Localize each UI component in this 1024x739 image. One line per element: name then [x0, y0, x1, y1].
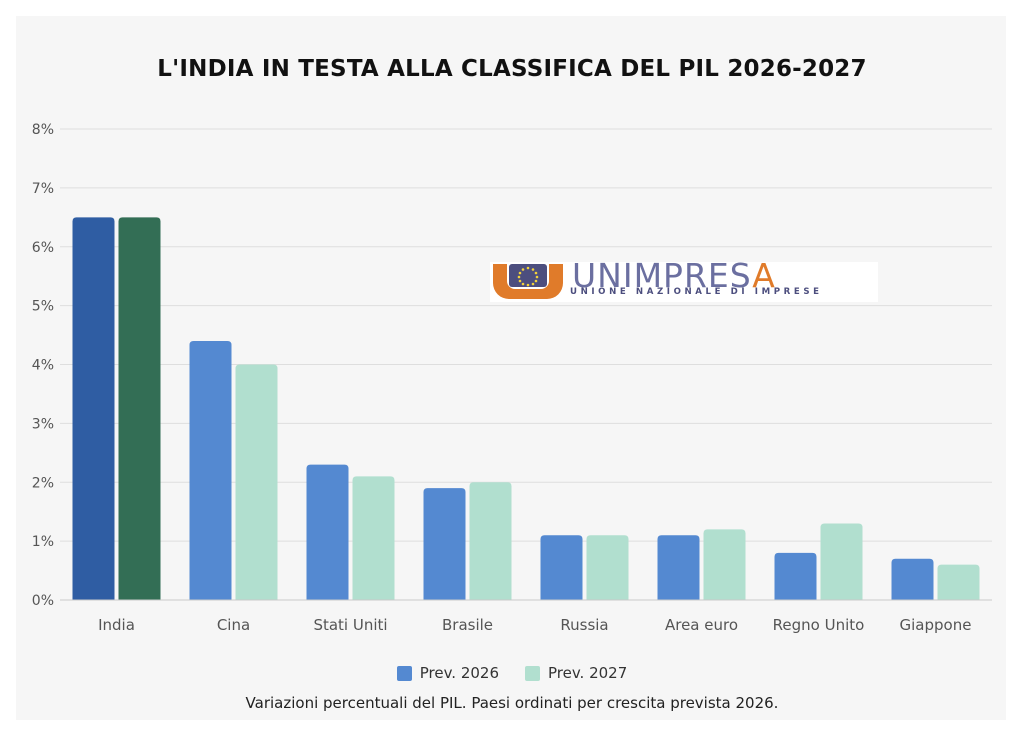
- x-tick-label: Giappone: [900, 616, 972, 634]
- bar-2026: [891, 558, 934, 600]
- x-tick-label: Regno Unito: [773, 616, 865, 634]
- x-tick-label: Brasile: [442, 616, 493, 634]
- legend-item-2027[interactable]: Prev. 2027: [525, 664, 627, 682]
- legend-label-2026: Prev. 2026: [419, 664, 499, 682]
- chart-title: L'INDIA IN TESTA ALLA CLASSIFICA DEL PIL…: [157, 56, 867, 82]
- legend-label-2027: Prev. 2027: [548, 664, 628, 682]
- bar-2026: [189, 340, 232, 600]
- bar-2026: [657, 535, 700, 600]
- chart-card: [16, 16, 1006, 720]
- bar-2026: [423, 488, 466, 600]
- bar-2027: [820, 523, 863, 600]
- x-tick-label: Stati Uniti: [313, 616, 387, 634]
- eu-stars-logo-icon: [493, 264, 563, 299]
- y-tick-label: 7%: [32, 181, 54, 197]
- x-tick-label: Cina: [217, 616, 250, 634]
- bar-2026: [72, 217, 115, 600]
- legend-item-2026[interactable]: Prev. 2026: [396, 664, 499, 682]
- unimpresa-logo: UNIMPRESA UNIONE NAZIONALE DI IMPRESE: [490, 256, 878, 302]
- y-tick-label: 5%: [32, 299, 54, 315]
- bar-2027: [118, 217, 161, 600]
- bar-2027: [937, 564, 980, 600]
- bar-2027: [703, 529, 746, 600]
- y-tick-label: 2%: [32, 475, 54, 491]
- x-tick-label: India: [98, 616, 135, 634]
- y-tick-label: 6%: [32, 240, 54, 256]
- logo-wordmark: UNIMPRESA: [572, 256, 776, 296]
- x-tick-label: Russia: [560, 616, 608, 634]
- logo-wordmark-main: UNIMPRES: [572, 256, 753, 295]
- bar-2027: [469, 482, 512, 600]
- y-tick-label: 8%: [32, 122, 54, 138]
- x-tick-label: Area euro: [665, 616, 738, 634]
- bar-2026: [540, 535, 583, 600]
- bar-2027: [352, 476, 395, 600]
- bar-2026: [306, 464, 349, 600]
- bar-2026: [774, 552, 817, 600]
- y-tick-label: 0%: [32, 593, 54, 609]
- legend-swatch-2027: [525, 665, 540, 681]
- chart-legend: Prev. 2026 Prev. 2027: [0, 664, 1024, 682]
- y-tick-label: 1%: [32, 534, 54, 550]
- bar-2027: [235, 364, 278, 600]
- logo-wordmark-end: A: [752, 256, 776, 295]
- chart-caption: Variazioni percentuali del PIL. Paesi or…: [245, 694, 779, 712]
- bar-2027: [586, 535, 629, 600]
- y-tick-label: 3%: [32, 416, 54, 432]
- logo-subtitle: UNIONE NAZIONALE DI IMPRESE: [570, 287, 823, 297]
- legend-swatch-2026: [396, 665, 412, 681]
- y-tick-label: 4%: [32, 358, 54, 374]
